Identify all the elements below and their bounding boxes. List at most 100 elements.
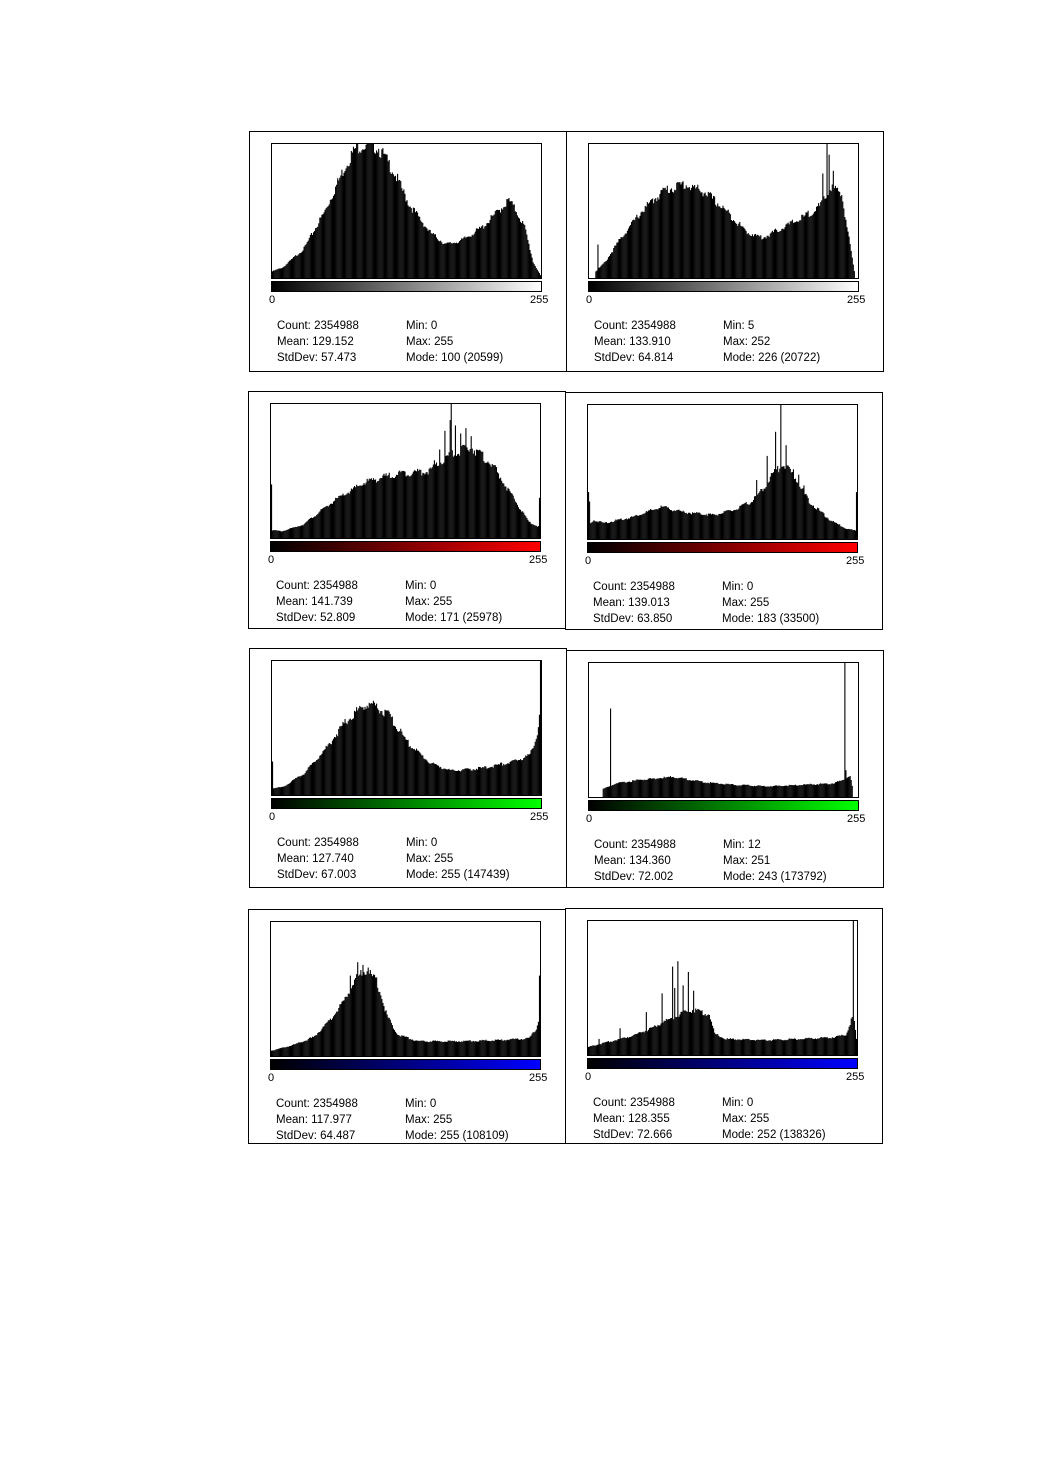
min-stat: Min: 0 <box>722 1097 754 1109</box>
histogram-bar <box>393 725 395 795</box>
histogram-bar <box>293 256 295 278</box>
histogram-bar <box>843 1035 845 1055</box>
histogram-bar <box>528 243 530 278</box>
histogram-bar <box>619 518 621 539</box>
histogram-bar <box>287 784 289 795</box>
histogram-bar <box>287 529 289 538</box>
histogram-bar <box>688 187 690 278</box>
histogram-bar <box>833 522 835 539</box>
histogram-bar <box>700 192 702 278</box>
histogram-bar <box>292 527 294 538</box>
histogram-bar <box>304 1040 306 1056</box>
histogram-bar <box>590 523 592 539</box>
histogram-bar <box>668 192 670 278</box>
histogram-bar <box>651 1027 653 1055</box>
histogram-bar <box>649 200 652 278</box>
histogram-bar <box>308 518 310 538</box>
histogram-bar <box>531 257 533 278</box>
histogram-bar <box>664 187 666 278</box>
histogram-bar <box>352 146 355 278</box>
histogram-bar <box>405 739 407 795</box>
histogram-bar <box>618 519 620 539</box>
histogram-bar <box>272 761 274 795</box>
histogram-bar <box>385 154 387 278</box>
histogram-bar <box>754 496 756 539</box>
histogram-bar <box>445 456 447 538</box>
histogram-bar <box>755 496 757 539</box>
histogram-bar <box>641 779 643 797</box>
histogram-bar <box>381 999 383 1056</box>
histogram-bar <box>634 780 636 797</box>
histogram-bar <box>358 975 360 1056</box>
histogram-bar <box>279 787 281 795</box>
histogram-plot <box>587 920 858 1056</box>
histogram-bar <box>517 759 519 795</box>
histogram-bar <box>765 238 767 278</box>
histogram-bar <box>626 782 628 797</box>
histogram-bar <box>689 190 691 278</box>
histogram-bar <box>503 483 505 538</box>
histogram-bar <box>850 250 852 278</box>
histogram-bar <box>339 495 341 538</box>
histogram-bar <box>393 176 395 278</box>
x-min-label: 0 <box>585 1071 592 1083</box>
histogram-bar <box>295 777 297 795</box>
histogram-bar <box>282 267 284 278</box>
histogram-bar <box>420 753 422 795</box>
histogram-bar <box>703 782 705 797</box>
histogram-bar <box>409 206 411 278</box>
histogram-bar <box>853 529 855 539</box>
histogram-bar <box>636 1033 638 1055</box>
histogram-bar <box>670 777 673 797</box>
histogram-bar <box>284 785 286 795</box>
histogram-bar <box>530 750 532 795</box>
histogram-bar <box>737 785 739 797</box>
histogram-bar <box>829 1038 831 1055</box>
histogram-bar <box>824 516 826 539</box>
histogram-bar <box>632 1035 634 1055</box>
histogram-bar <box>379 478 381 538</box>
histogram-bar <box>774 228 777 278</box>
histogram-bar <box>305 771 307 795</box>
histogram-bar <box>761 489 763 539</box>
histogram-bar <box>615 783 617 797</box>
histogram-bar <box>353 148 356 278</box>
histogram-bar <box>359 705 361 795</box>
histogram-bar <box>454 425 456 538</box>
histogram-bar <box>308 1037 310 1056</box>
histogram-bar <box>417 212 419 278</box>
histogram-bar <box>652 778 654 797</box>
histogram-bar <box>826 783 828 797</box>
histogram-bar <box>506 764 508 795</box>
histogram-bar <box>289 260 291 278</box>
histogram-bar <box>785 224 787 278</box>
x-max-label: 255 <box>530 811 549 823</box>
histogram-plot <box>270 403 541 539</box>
histogram-bar <box>640 1032 642 1055</box>
histogram-bar <box>492 215 494 278</box>
histogram-bar <box>371 976 373 1056</box>
histogram-bar <box>706 196 708 278</box>
histogram-bar <box>837 523 839 539</box>
histogram-bar <box>626 519 628 539</box>
histogram-bar <box>640 212 642 278</box>
histogram-bar <box>783 1040 785 1055</box>
histogram-bar <box>447 769 449 795</box>
histogram-bar <box>477 767 480 795</box>
histogram-bar <box>274 788 276 795</box>
histogram-bar <box>715 1034 717 1055</box>
histogram-bar <box>663 188 665 278</box>
histogram-bar <box>760 785 762 797</box>
histogram-bar <box>805 212 807 278</box>
histogram-bar <box>315 1035 317 1056</box>
histogram-bar <box>492 767 494 795</box>
histogram-bar <box>704 192 706 278</box>
histogram-bar <box>382 714 384 795</box>
histogram-bar <box>423 758 425 795</box>
histogram-bar <box>790 784 792 797</box>
histogram-bar <box>490 767 492 795</box>
histogram-bar <box>845 770 847 797</box>
histogram-bar <box>451 769 453 795</box>
min-stat: Min: 0 <box>405 580 437 592</box>
histogram-bar <box>360 706 362 795</box>
